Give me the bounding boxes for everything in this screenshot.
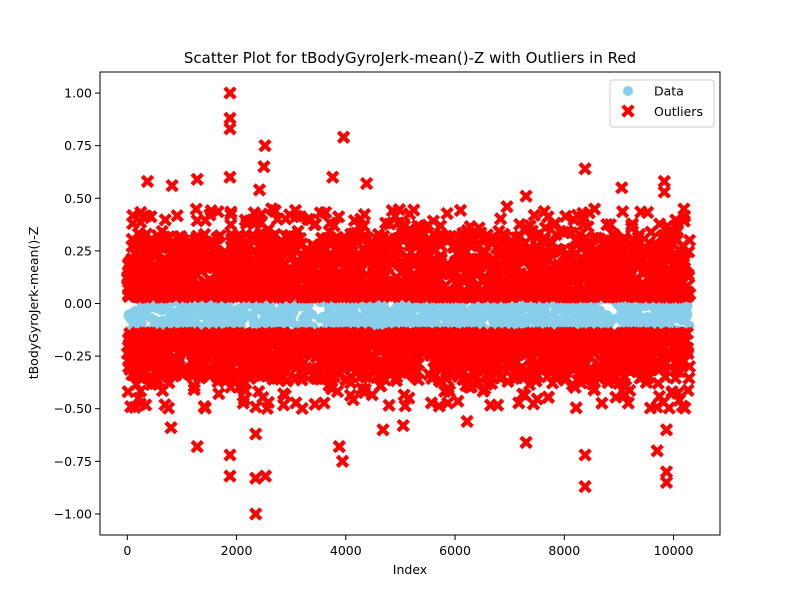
data-point <box>412 318 423 329</box>
legend-data-marker <box>623 86 633 96</box>
data-point <box>365 314 376 325</box>
x-tick-label: 6000 <box>439 543 471 558</box>
y-tick-label: −0.75 <box>54 454 92 469</box>
data-point <box>282 303 293 313</box>
y-tick-label: 1.00 <box>64 86 92 101</box>
data-point <box>128 307 139 318</box>
legend: Data Outliers <box>609 79 715 128</box>
data-point <box>572 313 582 324</box>
data-point <box>487 314 498 325</box>
data-point <box>233 316 243 327</box>
data-point <box>533 308 544 319</box>
x-tick-label: 2000 <box>221 543 253 558</box>
y-tick-label: −0.50 <box>54 401 92 416</box>
data-point <box>405 303 415 314</box>
data-point <box>406 311 417 322</box>
data-point <box>389 316 400 327</box>
data-point <box>301 302 312 313</box>
data-point <box>374 317 385 327</box>
data-point <box>139 310 150 321</box>
data-point <box>318 311 329 322</box>
data-point <box>133 316 144 327</box>
points-layer <box>120 86 697 521</box>
data-point <box>359 301 370 312</box>
data-point <box>550 314 561 325</box>
data-point <box>581 315 592 326</box>
legend-outliers-label: Outliers <box>654 104 703 119</box>
y-tick-label: 0.50 <box>64 191 92 206</box>
data-point <box>323 301 334 312</box>
data-point <box>292 301 303 312</box>
data-point <box>476 311 487 322</box>
x-tick-label: 8000 <box>548 543 580 558</box>
data-point <box>165 310 176 321</box>
data-point <box>156 302 167 313</box>
data-point <box>422 305 433 316</box>
data-point <box>677 315 687 326</box>
data-point <box>502 300 513 311</box>
data-point <box>516 303 527 314</box>
y-tick-label: −1.00 <box>54 506 92 521</box>
data-point <box>434 308 445 319</box>
data-point <box>520 317 530 327</box>
data-point <box>646 316 657 327</box>
data-point <box>219 306 230 317</box>
y-tick-label: 0.75 <box>64 138 92 153</box>
data-point <box>541 319 551 330</box>
data-point <box>682 308 692 318</box>
data-point <box>488 304 499 315</box>
data-point <box>584 305 595 316</box>
data-point <box>149 315 160 325</box>
data-point <box>420 315 431 325</box>
data-point <box>337 313 348 324</box>
data-point <box>248 314 259 325</box>
data-point <box>559 316 570 327</box>
x-tick-label: 0 <box>123 543 131 558</box>
data-point <box>209 313 220 324</box>
data-point <box>672 301 683 312</box>
data-point <box>454 303 465 314</box>
data-point <box>452 312 463 323</box>
data-point <box>550 306 561 317</box>
data-point <box>608 314 619 325</box>
data-point <box>356 316 367 327</box>
legend-data-label: Data <box>654 84 684 99</box>
data-point <box>256 305 267 316</box>
y-tick-label: −0.25 <box>54 349 92 364</box>
x-tick-label: 4000 <box>330 543 362 558</box>
y-tick-label: 0.25 <box>64 243 92 258</box>
chart-title: Scatter Plot for tBodyGyroJerk-mean()-Z … <box>184 49 636 67</box>
data-point <box>655 310 666 321</box>
data-point <box>442 313 452 324</box>
data-point <box>595 311 606 322</box>
data-point <box>233 305 244 315</box>
data-point <box>197 306 208 317</box>
data-point <box>629 311 640 322</box>
x-tick-label: 10000 <box>654 543 694 558</box>
x-axis-label: Index <box>393 562 427 577</box>
data-point <box>186 316 197 327</box>
data-point <box>286 316 297 327</box>
data-point <box>300 311 311 322</box>
y-tick-label: 0.00 <box>64 296 92 311</box>
data-point <box>206 303 217 314</box>
y-axis-label: tBodyGyroJerk-mean()-Z <box>26 227 41 380</box>
data-point <box>266 304 277 315</box>
